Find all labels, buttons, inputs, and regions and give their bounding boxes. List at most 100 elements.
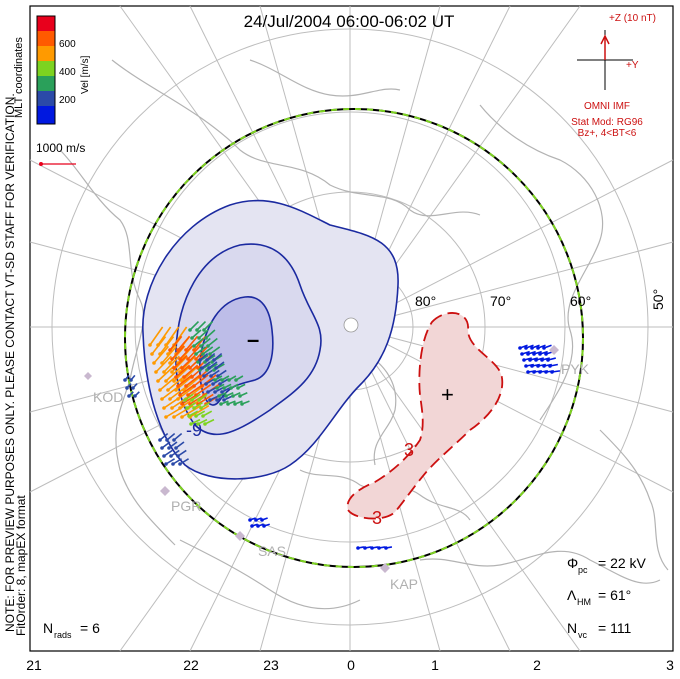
velocity-vector-origin [536, 346, 540, 350]
stat-phi-value: = 22 kV [598, 555, 647, 571]
velocity-vector-origin [188, 366, 192, 370]
velocity-vector-origin [254, 518, 258, 522]
velocity-vector-origin [238, 394, 242, 398]
stat-n-rads: N rads = 6 [43, 620, 100, 640]
velocity-vector [175, 375, 194, 391]
velocity-vector [193, 335, 207, 351]
mlt-label-1: 1 [431, 657, 439, 673]
coastline-8 [249, 59, 401, 97]
velocity-vector [181, 393, 198, 405]
velocity-vector-origin [201, 352, 205, 356]
velocity-vector [185, 374, 201, 387]
mlt-axis-labels: 21 22 23 0 1 2 3 [26, 657, 674, 673]
station-kod: KOD [84, 372, 123, 405]
velocity-vector [165, 404, 186, 418]
velocity-vector-origin [222, 398, 226, 402]
coordinate-system-label: MLT coordinates [13, 37, 25, 118]
velocity-vector-origin [198, 358, 202, 362]
imf-stat-model: Stat Mod: RG96 [571, 117, 643, 128]
velocity-vector-origin [164, 415, 168, 419]
velocity-vector-origin [542, 346, 546, 350]
velocity-vector-origin [170, 370, 174, 374]
mlt-label-0: 0 [347, 657, 355, 673]
velocity-vector-origin [186, 393, 190, 397]
station-kap-marker [380, 563, 390, 573]
velocity-vector-origin [222, 386, 226, 390]
velocity-vector [183, 375, 202, 391]
velocity-vector-origin [194, 352, 198, 356]
hm-boundary [124, 108, 584, 568]
velocity-vector-origin [227, 378, 231, 382]
velocity-vector-origin [524, 346, 528, 350]
velocity-vector [167, 375, 186, 391]
velocity-vector [165, 365, 183, 382]
velocity-vector [169, 335, 183, 351]
station-sas-label: SAS [258, 543, 286, 559]
velocity-vector [209, 346, 221, 355]
velocity-vector-origin [180, 402, 184, 406]
station-kod-marker [84, 372, 92, 380]
velocity-vector [157, 365, 175, 382]
velocity-vector-origin [174, 446, 178, 450]
positive-convection-cell: + 3 3 [346, 312, 504, 528]
station-pgr: PGR [160, 486, 201, 514]
velocity-vector-origin [211, 382, 215, 386]
station-sas: SAS [235, 531, 286, 559]
velocity-vector-origin [209, 374, 213, 378]
hm-boundary-green [124, 108, 584, 568]
colorbar-swatch-1 [37, 16, 55, 31]
velocity-vector-origin [260, 518, 264, 522]
velocity-vector-origin [206, 390, 210, 394]
velocity-vector-origin [188, 328, 192, 332]
latitude-labels: 80° 70° 60° 50° [415, 289, 666, 310]
velocity-vector-origin [125, 386, 129, 390]
velocity-vector [173, 354, 188, 369]
lat-label-80: 80° [415, 293, 436, 309]
coastline-3 [479, 104, 604, 421]
velocity-vector-origin [178, 357, 182, 361]
colorbar-label: Vel [m/s] [80, 55, 91, 94]
velocity-vector-origin [220, 378, 224, 382]
velocity-vector-origin [186, 357, 190, 361]
velocity-vector-origin [199, 344, 203, 348]
velocity-vector [198, 329, 209, 339]
colorbar-swatch-6 [37, 91, 55, 106]
negative-cell-sign: – [247, 327, 259, 352]
velocity-vector-origin [538, 370, 542, 374]
velocity-vector [165, 326, 180, 346]
velocity-vector-origin [156, 379, 160, 383]
velocity-vector-origin [172, 438, 176, 442]
velocity-vector-origin [194, 414, 198, 418]
colorbar-tick-400: 400 [59, 67, 76, 78]
velocity-vector [181, 354, 196, 369]
velocity-vector-origin [548, 364, 552, 368]
velocity-vector [200, 337, 211, 347]
velocity-vector [187, 345, 201, 360]
velocity-vector-origin [250, 524, 254, 528]
scale-vector: 1000 m/s [36, 141, 85, 166]
station-kod-label: KOD [93, 389, 123, 405]
velocity-vector-origin [195, 328, 199, 332]
pole-marker [343, 317, 359, 333]
velocity-vector-origin [180, 366, 184, 370]
velocity-vector-origin [165, 438, 169, 442]
velocity-vector [189, 320, 200, 331]
velocity-vector-origin [205, 358, 209, 362]
velocity-vector-origin [152, 361, 156, 365]
imf-z-label: +Z (10 nT) [609, 13, 656, 24]
velocity-vector-origin [522, 358, 526, 362]
imf-indicator: +Z (10 nT) +Y OMNI IMF Stat Mod: RG96 Bz… [571, 13, 656, 139]
stat-lambda-symbol: Λ [567, 587, 577, 603]
velocity-vector-origin [536, 364, 540, 368]
velocity-vector [179, 345, 193, 360]
velocity-vector-origin [206, 344, 210, 348]
velocity-vector-origin [363, 546, 367, 550]
velocity-vector [149, 326, 164, 346]
velocity-vector-origin [162, 454, 166, 458]
coastline-2 [59, 149, 176, 546]
station-pyk: PYK [549, 345, 590, 377]
map-title: 24/Jul/2004 06:00-06:02 UT [244, 12, 455, 31]
velocity-vector-origin [197, 336, 201, 340]
colorbar-swatch-4 [37, 61, 55, 76]
stat-nvc-value: = 111 [598, 620, 632, 636]
